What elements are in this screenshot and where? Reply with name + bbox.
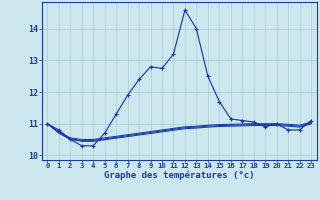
X-axis label: Graphe des températures (°c): Graphe des températures (°c) (104, 171, 254, 180)
